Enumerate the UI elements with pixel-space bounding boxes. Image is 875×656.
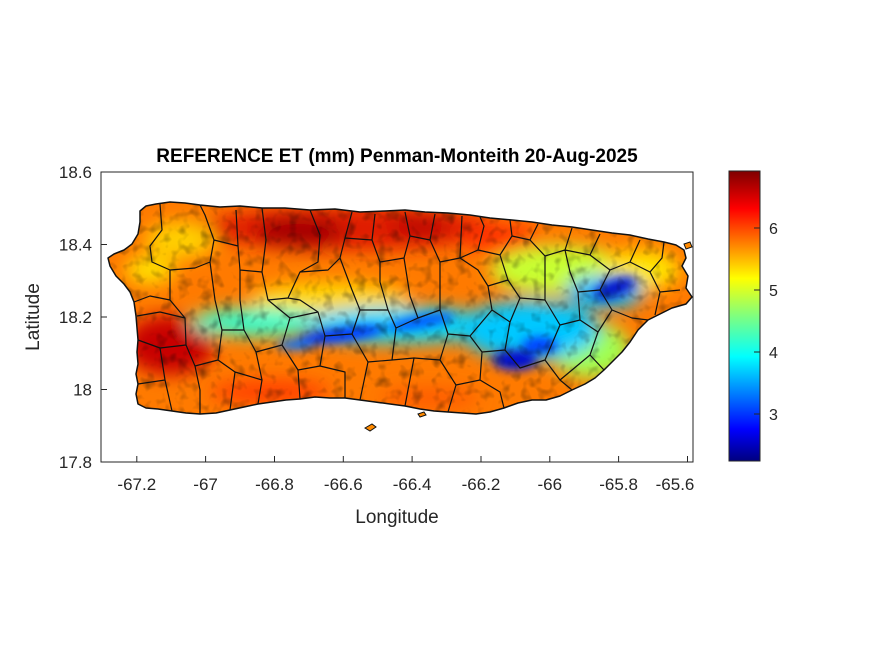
x-tick-label: -66.2 <box>462 475 501 494</box>
x-axis: -67.2 -67 -66.8 -66.6 -66.4 -66.2 -66 -6… <box>117 456 694 494</box>
island-outline <box>107 201 693 415</box>
x-tick-label: -67.2 <box>117 475 156 494</box>
caja-de-muertos-island <box>364 423 377 432</box>
y-tick-label: 18.2 <box>59 308 92 327</box>
colorbar-tick-label: 3 <box>769 407 778 424</box>
chart-title: REFERENCE ET (mm) Penman-Monteith 20-Aug… <box>156 146 638 167</box>
municipal-boundaries <box>107 201 693 415</box>
y-axis-label: Latitude <box>23 283 44 351</box>
x-tick-label: -67 <box>193 475 218 494</box>
x-tick-label: -66.4 <box>393 475 432 494</box>
culebra-fragment <box>683 241 693 250</box>
colorbar-gradient <box>728 170 761 462</box>
y-tick-label: 18.6 <box>59 163 92 182</box>
colorbar: 6 5 4 3 <box>728 170 778 462</box>
x-tick-label: -66.6 <box>324 475 363 494</box>
x-tick-label: -65.8 <box>599 475 638 494</box>
x-axis-label: Longitude <box>355 507 438 528</box>
y-tick-label: 18.4 <box>59 236 92 255</box>
small-islands <box>364 241 693 432</box>
offshore-islet-south <box>417 411 427 418</box>
x-tick-label: -66.8 <box>255 475 294 494</box>
y-tick-label: 17.8 <box>59 453 92 472</box>
x-tick-label: -65.6 <box>656 475 695 494</box>
y-tick-label: 18 <box>73 381 92 400</box>
x-tick-label: -66 <box>538 475 563 494</box>
colorbar-tick-label: 6 <box>769 221 778 238</box>
colorbar-tick-label: 4 <box>769 345 778 362</box>
y-axis: 18.6 18.4 18.2 18 17.8 <box>59 163 107 472</box>
boundary-lines <box>133 203 681 414</box>
colorbar-tick-label: 5 <box>769 283 778 300</box>
